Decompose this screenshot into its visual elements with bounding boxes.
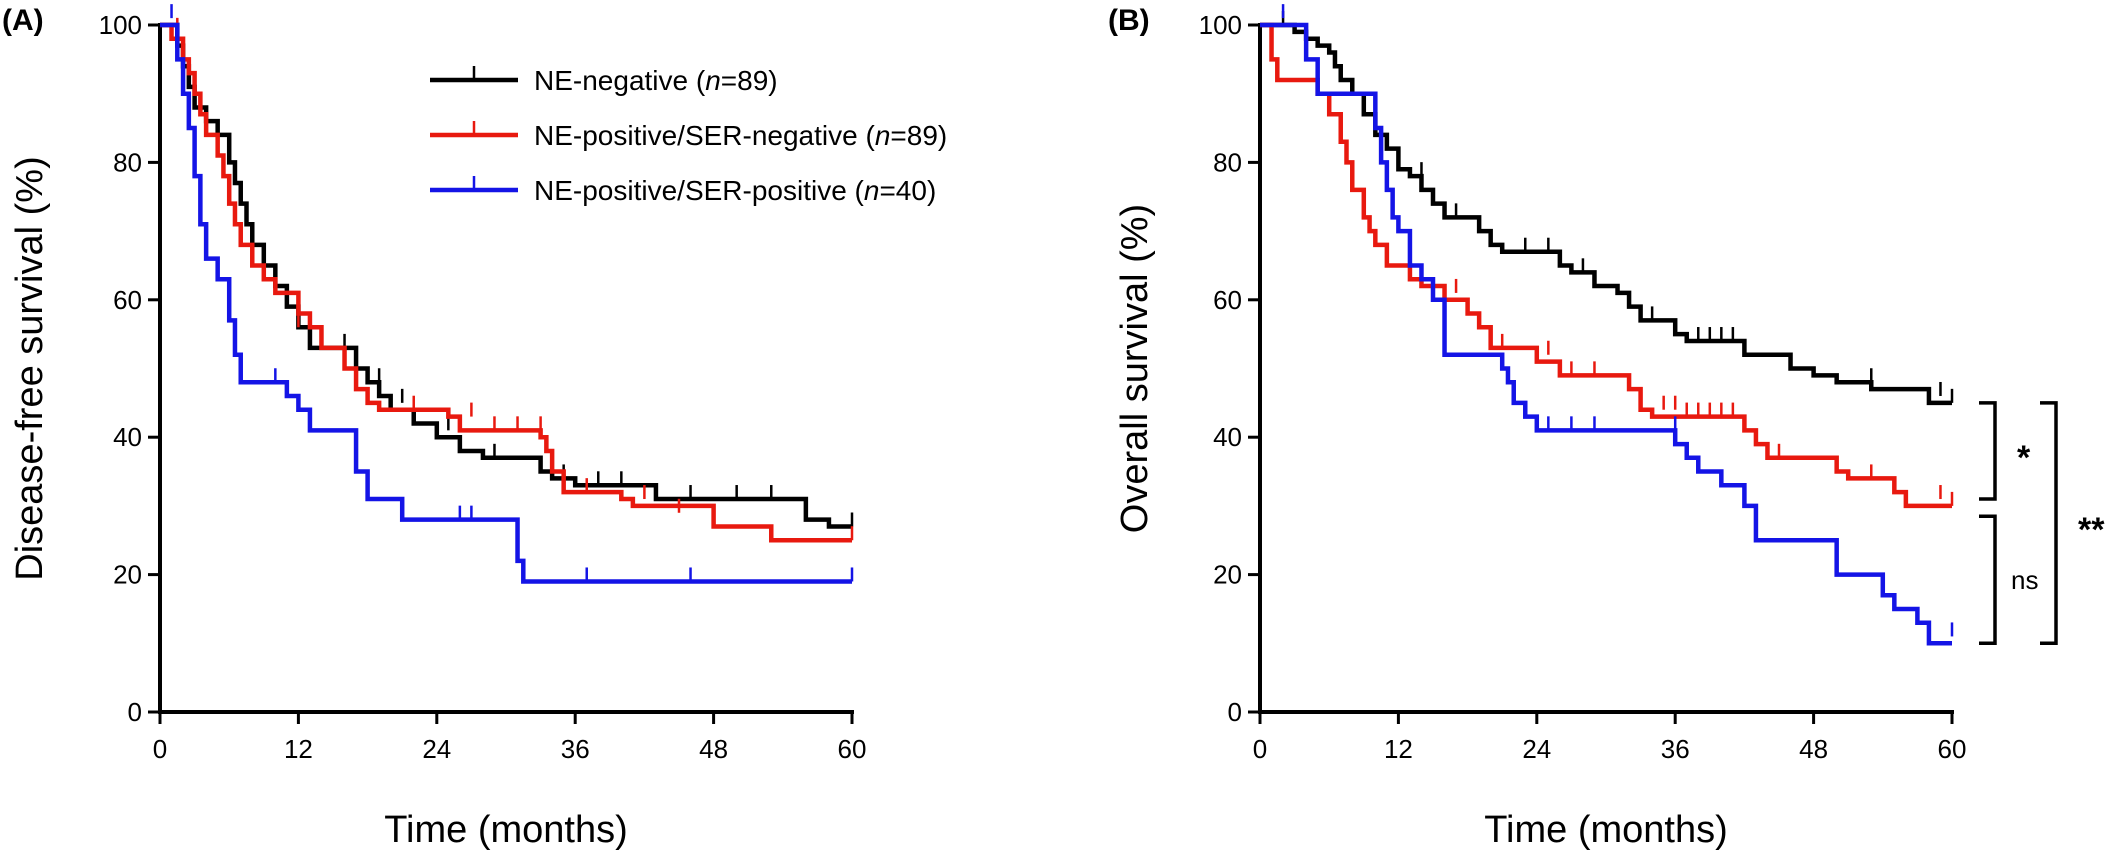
- y-tick-label: 0: [1228, 697, 1242, 727]
- panel-label: (B): [1108, 4, 1150, 37]
- x-tick-label: 12: [284, 734, 313, 764]
- y-tick-label: 20: [113, 560, 142, 590]
- y-tick-label: 40: [1213, 422, 1242, 452]
- y-tick-label: 100: [99, 10, 142, 40]
- x-axis-title: Time (months): [384, 809, 628, 851]
- legend-text-italic: n: [864, 175, 880, 206]
- significance-bracket-1: [1979, 516, 1995, 643]
- y-tick-label: 60: [113, 285, 142, 315]
- legend-text-pre: NE-positive/SER-negative (: [534, 120, 875, 151]
- y-axis-title: Overall survival (%): [1114, 204, 1156, 533]
- x-tick-label: 36: [561, 734, 590, 764]
- panel-a: (A) 0 20 40 60 80 100 0 12 24 36 48 60 Time (months) D…: [2, 4, 947, 851]
- legend-entry-1: NE-positive/SER-negative (n=89): [534, 120, 947, 151]
- y-tick-label: 80: [113, 147, 142, 177]
- significance-bracket-2: [2040, 403, 2056, 643]
- y-tick-label: 40: [113, 422, 142, 452]
- legend-text-italic: n: [705, 65, 721, 96]
- y-tick-label: 0: [128, 697, 142, 727]
- legend-text-post: =89): [890, 120, 947, 151]
- y-axis-title: Disease-free survival (%): [9, 156, 51, 580]
- legend-text-post: =40): [879, 175, 936, 206]
- x-tick-label: 24: [422, 734, 451, 764]
- y-tick-label: 20: [1213, 560, 1242, 590]
- series-2-line: [1260, 25, 1952, 643]
- x-tick-label: 60: [1938, 734, 1967, 764]
- significance-label-2: **: [2078, 511, 2105, 549]
- y-tick-label: 60: [1213, 285, 1242, 315]
- x-tick-label: 24: [1522, 734, 1551, 764]
- x-tick-label: 0: [153, 734, 167, 764]
- x-tick-label: 60: [838, 734, 867, 764]
- x-tick-label: 0: [1253, 734, 1267, 764]
- figure: (A) 0 20 40 60 80 100 0 12 24 36 48 60 Time (months) D…: [0, 0, 2128, 861]
- x-tick-label: 48: [1799, 734, 1828, 764]
- y-tick-label: 80: [1213, 147, 1242, 177]
- legend-entry-0: NE-negative (n=89): [534, 65, 778, 96]
- legend-text-post: =89): [721, 65, 778, 96]
- significance-label-0: *: [2017, 439, 2031, 477]
- x-axis-title: Time (months): [1484, 809, 1728, 851]
- legend-text-italic: n: [875, 120, 891, 151]
- x-tick-label: 48: [699, 734, 728, 764]
- series-1-line: [160, 25, 852, 540]
- significance-bracket-0: [1979, 403, 1995, 499]
- legend-text-pre: NE-positive/SER-positive (: [534, 175, 865, 206]
- x-tick-label: 12: [1384, 734, 1413, 764]
- y-tick-label: 100: [1199, 10, 1242, 40]
- legend-entry-2: NE-positive/SER-positive (n=40): [534, 175, 936, 206]
- legend-text-pre: NE-negative (: [534, 65, 706, 96]
- x-tick-label: 36: [1661, 734, 1690, 764]
- panel-label: (A): [2, 4, 44, 37]
- significance-label-1: ns: [2011, 565, 2038, 595]
- panel-b: (B) 0 20 40 60 80 100 0 12 24 36 48 60 Time (months) O…: [1108, 4, 2105, 851]
